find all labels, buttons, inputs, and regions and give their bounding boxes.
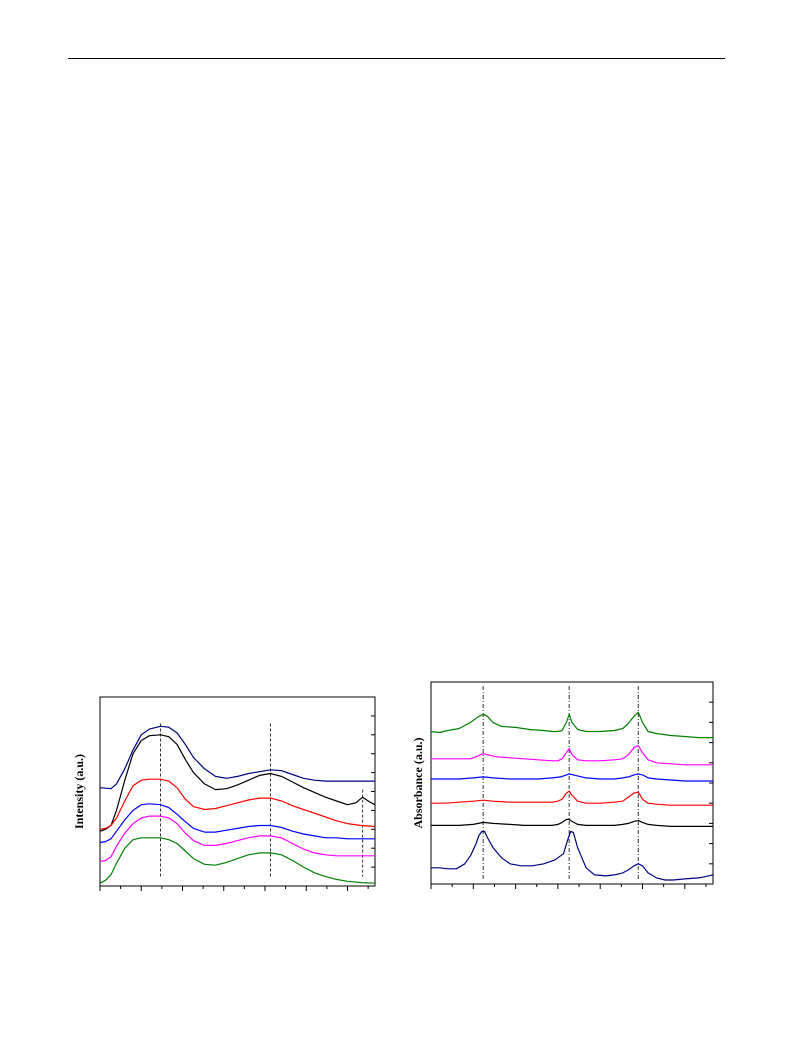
emission-plot-frame (99, 696, 376, 887)
absorbance-series-line-4 (431, 818, 713, 827)
absorbance-y-axis-label: Absorbance (a.u.) (411, 737, 425, 828)
absorbance-series-line-0 (430, 711, 713, 739)
absorbance-series-line-3 (431, 790, 713, 806)
emission-chart: Intensity (a.u.) (72, 696, 376, 891)
emission-series-line-2 (99, 778, 376, 830)
absorbance-series-line-5 (431, 830, 714, 881)
emission-series-line-0 (99, 725, 375, 790)
emission-series-line-5 (99, 837, 376, 884)
absorbance-series-line-2 (431, 773, 713, 782)
header-rule (68, 58, 725, 59)
absorbance-series-line-1 (431, 744, 713, 766)
emission-series-line-1 (99, 734, 376, 832)
emission-series-line-3 (99, 803, 375, 844)
absorbance-chart: Absorbance (a.u.) (411, 681, 714, 889)
emission-series-line-4 (99, 815, 375, 862)
emission-y-axis-label: Intensity (a.u.) (72, 754, 86, 829)
absorbance-plot-frame (430, 681, 714, 885)
